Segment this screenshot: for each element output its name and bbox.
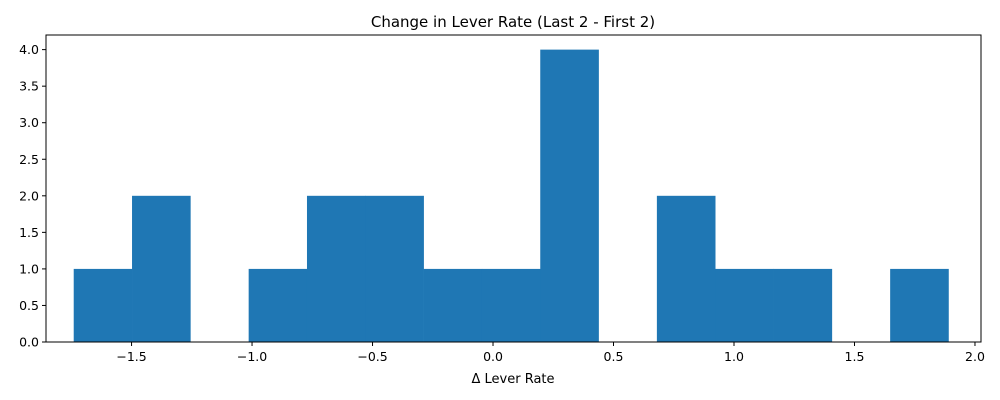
histogram-bar (248, 268, 308, 342)
y-tick-label: 1.5 (19, 225, 39, 240)
x-tick-label: 0.0 (483, 349, 503, 364)
histogram-bar (73, 268, 133, 342)
x-axis-label: Δ Lever Rate (471, 372, 554, 387)
histogram-bar (656, 195, 716, 342)
y-tick-label: 1.0 (19, 261, 39, 276)
x-tick-label: −1.0 (237, 349, 267, 364)
y-tick-label: 3.0 (19, 115, 39, 130)
bars-group (73, 49, 949, 342)
histogram-bar (481, 268, 541, 342)
y-axis-ticks: 0.0 0.5 1.0 1.5 2.0 2.5 3.0 3.5 4.0 (19, 42, 46, 350)
y-tick-label: 4.0 (19, 42, 39, 57)
y-tick-label: 0.5 (19, 298, 39, 313)
x-tick-label: 1.0 (724, 349, 744, 364)
x-tick-label: 1.5 (845, 349, 865, 364)
histogram-bar (423, 268, 483, 342)
histogram-bar (306, 195, 366, 342)
y-tick-label: 3.5 (19, 79, 39, 94)
histogram-bar (132, 195, 191, 342)
y-tick-label: 2.0 (19, 188, 39, 203)
histogram-bar (365, 195, 424, 342)
x-tick-label: −0.5 (357, 349, 387, 364)
y-tick-label: 0.0 (19, 335, 39, 350)
x-tick-label: −1.5 (116, 349, 146, 364)
y-tick-label: 2.5 (19, 152, 39, 167)
x-tick-label: 2.0 (965, 349, 985, 364)
chart-title: Change in Lever Rate (Last 2 - First 2) (371, 13, 655, 31)
histogram-bar (540, 49, 599, 342)
histogram-bar (773, 268, 833, 342)
histogram-bar (890, 268, 949, 342)
x-axis-ticks: −1.5 −1.0 −0.5 0.0 0.5 1.0 1.5 2.0 (116, 342, 985, 364)
x-tick-label: 0.5 (604, 349, 624, 364)
plot-frame (45, 34, 982, 343)
histogram-bar (715, 268, 774, 342)
